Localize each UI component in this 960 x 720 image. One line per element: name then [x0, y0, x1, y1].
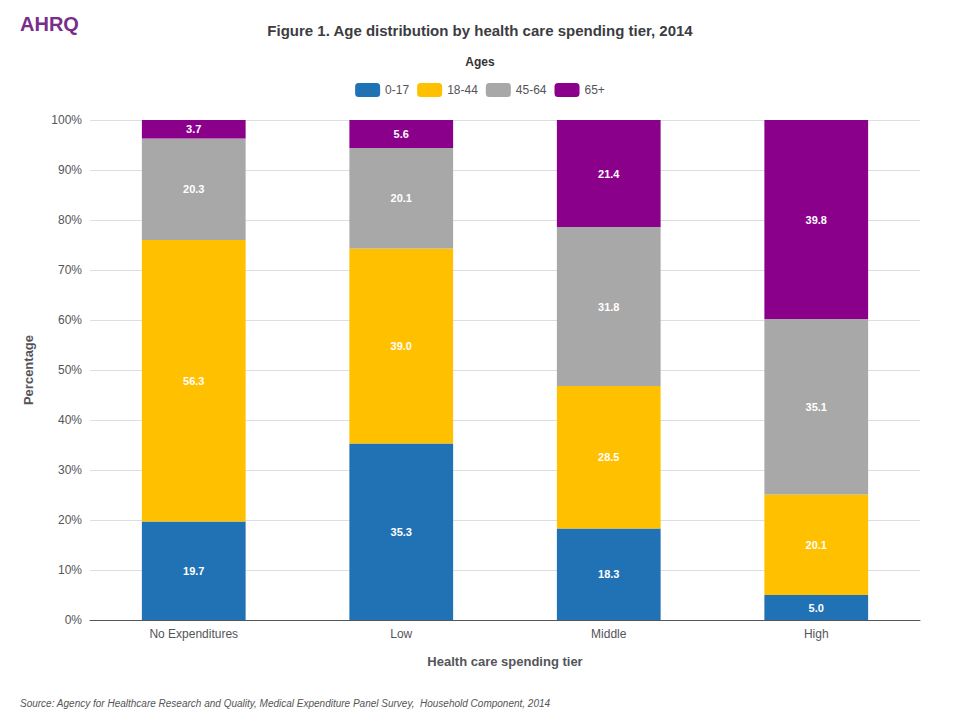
svg-text:No Expenditures: No Expenditures — [149, 627, 238, 641]
svg-text:20.1: 20.1 — [391, 192, 412, 204]
svg-text:56.3: 56.3 — [183, 375, 204, 387]
svg-text:5.0: 5.0 — [809, 602, 824, 614]
svg-text:Figure 1. Age distribution by: Figure 1. Age distribution by health car… — [267, 22, 693, 39]
svg-text:AHRQ: AHRQ — [20, 13, 79, 35]
svg-text:35.3: 35.3 — [391, 526, 412, 538]
svg-text:Middle: Middle — [591, 627, 627, 641]
svg-text:0-17: 0-17 — [385, 83, 409, 97]
svg-text:High: High — [804, 627, 829, 641]
svg-text:70%: 70% — [58, 263, 82, 277]
svg-text:18-44: 18-44 — [447, 83, 478, 97]
svg-text:Low: Low — [390, 627, 412, 641]
svg-text:50%: 50% — [58, 363, 82, 377]
svg-text:39.0: 39.0 — [391, 340, 412, 352]
svg-text:31.8: 31.8 — [598, 301, 619, 313]
svg-text:100%: 100% — [51, 113, 82, 127]
svg-text:3.7: 3.7 — [186, 123, 201, 135]
svg-text:20.1: 20.1 — [806, 539, 827, 551]
svg-text:Health care spending tier: Health care spending tier — [427, 654, 582, 669]
svg-text:65+: 65+ — [585, 83, 605, 97]
svg-text:60%: 60% — [58, 313, 82, 327]
svg-text:0%: 0% — [65, 613, 83, 627]
svg-text:20.3: 20.3 — [183, 183, 204, 195]
svg-text:Percentage: Percentage — [21, 335, 36, 405]
svg-text:35.1: 35.1 — [806, 401, 827, 413]
svg-text:30%: 30% — [58, 463, 82, 477]
svg-text:90%: 90% — [58, 163, 82, 177]
svg-text:10%: 10% — [58, 563, 82, 577]
svg-text:80%: 80% — [58, 213, 82, 227]
svg-text:39.8: 39.8 — [806, 214, 827, 226]
svg-text:18.3: 18.3 — [598, 568, 619, 580]
svg-text:40%: 40% — [58, 413, 82, 427]
svg-text:19.7: 19.7 — [183, 565, 204, 577]
svg-text:Ages: Ages — [465, 55, 495, 69]
svg-text:Source: Agency for Healthcare: Source: Agency for Healthcare Research a… — [20, 698, 551, 709]
svg-text:5.6: 5.6 — [394, 128, 409, 140]
svg-text:45-64: 45-64 — [516, 83, 547, 97]
svg-text:28.5: 28.5 — [598, 451, 619, 463]
svg-text:20%: 20% — [58, 513, 82, 527]
svg-text:21.4: 21.4 — [598, 168, 620, 180]
